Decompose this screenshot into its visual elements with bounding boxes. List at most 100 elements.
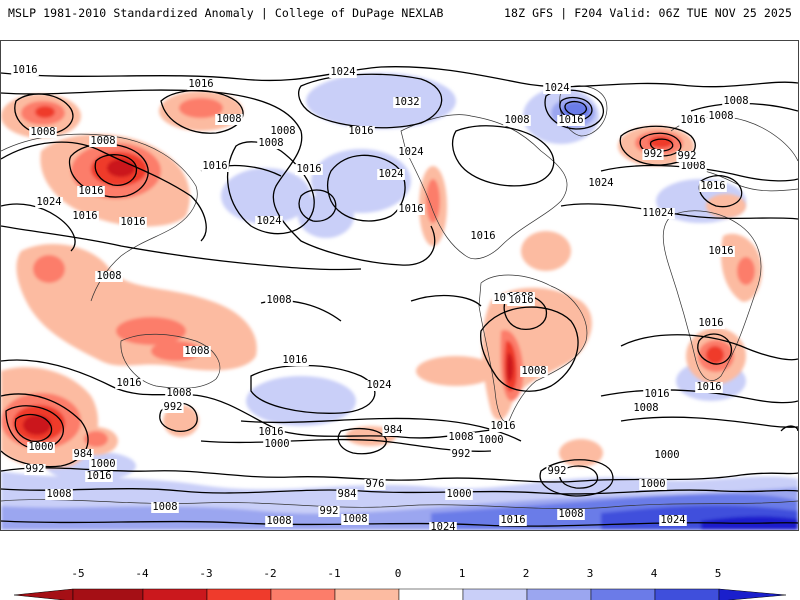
contour-label: 1000 xyxy=(446,488,471,500)
colorbar-right-arrow xyxy=(718,588,787,600)
north-pacific-positive xyxy=(306,73,456,129)
contour-label: 1000 xyxy=(28,441,53,453)
contour-label: 976 xyxy=(366,478,385,490)
contour-label-bg xyxy=(162,402,184,413)
colorbar-svg xyxy=(13,588,787,600)
contour-label: 1016 xyxy=(500,514,525,526)
contour-label-bg xyxy=(89,459,117,470)
contour-label-bg xyxy=(477,435,505,446)
contour-label: 1000 xyxy=(264,438,289,450)
isobar xyxy=(298,189,337,222)
contour-label: 1008 xyxy=(90,135,115,147)
colorbar-bin-p1 xyxy=(462,588,528,600)
contour-label-bg xyxy=(429,522,457,530)
tasman-low-negative-2 xyxy=(84,431,108,447)
contour-label-bg xyxy=(318,506,340,517)
contour-label: 1016 xyxy=(470,230,495,242)
isobar xyxy=(14,413,53,442)
contour-label: 1024 xyxy=(660,514,685,526)
contour-label: 1016 xyxy=(696,381,721,393)
contour-label: 1008 xyxy=(152,501,177,513)
colorbar-bin-n3 xyxy=(206,588,272,600)
contour-label-bg xyxy=(639,479,667,490)
isobar xyxy=(780,425,798,432)
contour-label: 984 xyxy=(74,448,93,460)
africa-coast xyxy=(662,210,762,381)
contour-label-bg xyxy=(341,514,369,525)
contour-label-bg xyxy=(187,79,215,90)
contour-label: 1008 xyxy=(342,513,367,525)
isobar xyxy=(14,93,74,135)
contour-label: 1016 xyxy=(700,180,725,192)
contour-label-bg xyxy=(165,388,193,399)
contour-label: 1024 xyxy=(378,168,403,180)
isobar xyxy=(600,164,798,182)
contour-label: 1008 xyxy=(270,125,295,137)
contour-label: 1016 xyxy=(644,388,669,400)
colorbar-tick-label: -3 xyxy=(199,567,213,580)
header-left-title: MSLP 1981-2010 Standardized Anomaly | Co… xyxy=(8,6,444,20)
contour-label: 1024 xyxy=(330,66,355,78)
contour-label-bg xyxy=(263,439,291,450)
colorbar-bin-n5 xyxy=(72,588,144,600)
north-atlantic-negative-3 xyxy=(649,136,673,148)
isobars xyxy=(1,66,798,527)
contour-label-bg xyxy=(365,380,393,391)
contour-label: 1016 xyxy=(86,470,111,482)
contour-label-bg xyxy=(587,178,615,189)
central-atlantic-negative xyxy=(546,238,566,254)
contour-label-bg xyxy=(653,450,681,461)
colorbar-bin-n1 xyxy=(334,588,400,600)
contour-label: 1008 xyxy=(680,160,705,172)
contour-label: 1008 xyxy=(266,294,291,306)
contour-label: 1008 xyxy=(504,114,529,126)
contour-label: 1000 xyxy=(478,434,503,446)
contour-label-bg xyxy=(72,449,94,460)
contour-label: 1016 xyxy=(282,354,307,366)
contour-label-bg xyxy=(119,217,147,228)
colorbar-tick-label: 0 xyxy=(394,567,402,580)
colorbar-tick-label: -2 xyxy=(263,567,277,580)
colorbar-tick-label: 3 xyxy=(586,567,594,580)
isobar xyxy=(564,100,587,116)
contour-label: 1008 xyxy=(521,365,546,377)
colorbar-bin-p2 xyxy=(526,588,592,600)
contour-label-bg xyxy=(557,115,585,126)
contour-label: 1032 xyxy=(394,96,419,108)
coastlines xyxy=(1,85,798,510)
isobar xyxy=(1,66,798,88)
colorbar-left-arrow xyxy=(13,588,74,600)
isobar xyxy=(1,467,798,483)
contour-label-bg xyxy=(257,138,285,149)
contour-label-bg xyxy=(269,126,297,137)
contour-label: 984 xyxy=(338,488,357,500)
isobar xyxy=(600,389,798,404)
central-pacific-positive xyxy=(221,168,311,224)
andes-negative-4 xyxy=(506,352,514,382)
contour-label-bg xyxy=(377,169,405,180)
contour-label: 1016 xyxy=(120,216,145,228)
contour-label-bg xyxy=(447,432,475,443)
contour-label: 992 xyxy=(164,401,183,413)
east-pacific-positive xyxy=(298,194,354,238)
contour-label: 1016 xyxy=(188,78,213,90)
contour-label-bg xyxy=(489,421,517,432)
map-panel: 1016 1016 1024 1024 1016 1008 1032 1016 1024 1016… xyxy=(0,40,799,531)
contour-label: 992 xyxy=(26,463,45,475)
contour-label: 1024 xyxy=(366,379,391,391)
contour-label-bg xyxy=(676,151,698,162)
contour-label: 1016 xyxy=(698,317,723,329)
western-us-negative-2 xyxy=(426,179,440,223)
colorbar-bin-n4 xyxy=(142,588,208,600)
contour-label-bg xyxy=(707,246,735,257)
colorbar-tick-label: 5 xyxy=(714,567,722,580)
contour-label-bg xyxy=(295,164,323,175)
contour-label: 1016 xyxy=(490,420,515,432)
contour-label-bg xyxy=(265,516,293,527)
contour-label-bg xyxy=(679,161,707,172)
siberia-negative-4 xyxy=(107,159,135,177)
colorbar-tick-label: 1 xyxy=(458,567,466,580)
contour-label: 1008 xyxy=(723,95,748,107)
south-atlantic-negative xyxy=(559,439,603,467)
australia-coast xyxy=(120,333,221,389)
